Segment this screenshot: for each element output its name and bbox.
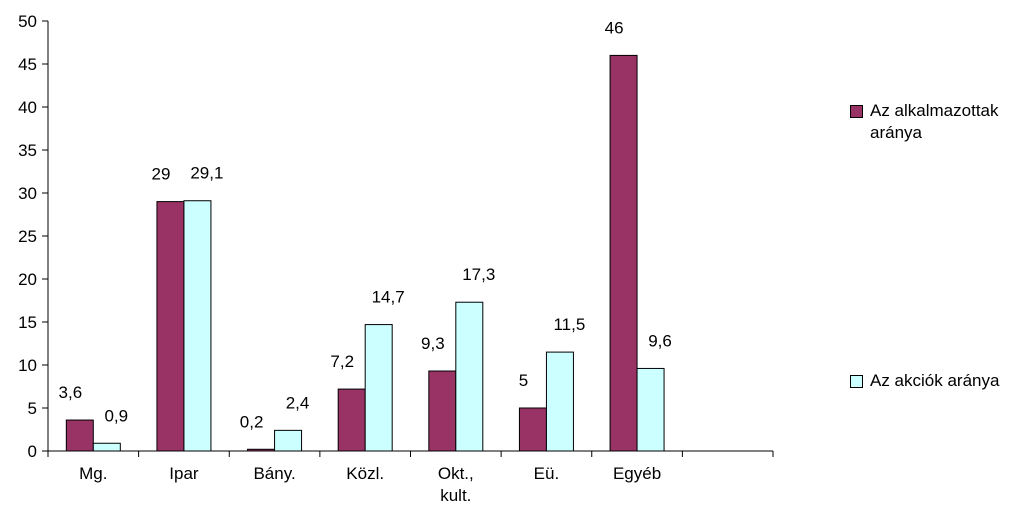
bar-employees <box>156 201 185 452</box>
bar-employees <box>337 388 366 452</box>
x-category-label: Okt., kult. <box>438 464 474 505</box>
x-category-label: Ipar <box>169 464 199 483</box>
x-category-label-line: Okt., <box>438 464 474 483</box>
legend-label-actions: Az akciók aránya <box>870 371 1000 390</box>
x-category-label: Mg. <box>79 464 107 483</box>
y-tick-label: 40 <box>18 98 37 117</box>
x-category-label: Közl. <box>346 464 384 483</box>
data-label: 46 <box>605 18 624 37</box>
data-label: 7,2 <box>330 352 354 371</box>
y-tick-label: 0 <box>28 442 37 461</box>
bar-actions <box>545 351 574 452</box>
bar-actions <box>274 429 303 452</box>
bar-employees <box>65 419 94 452</box>
x-category-label-line: Egyéb <box>613 464 661 483</box>
x-category-label-line: Bány. <box>253 464 295 483</box>
y-tick-label: 30 <box>18 184 37 203</box>
x-category-label: Bány. <box>253 464 295 483</box>
data-label: 29 <box>152 165 171 184</box>
legend-swatch-employees <box>850 105 863 118</box>
legend-label-employees: Az alkalmazottak aránya <box>870 101 999 142</box>
x-category-label-line: Mg. <box>79 464 107 483</box>
x-category-label-line: Eü. <box>534 464 560 483</box>
x-category-label-line: Közl. <box>346 464 384 483</box>
y-tick-label: 45 <box>18 55 37 74</box>
data-label: 0,2 <box>240 412 264 431</box>
bar-employees <box>428 370 457 452</box>
data-label: 0,9 <box>104 406 128 425</box>
data-label: 5 <box>519 371 528 390</box>
x-category-label-line: Ipar <box>169 464 199 483</box>
y-tick-label: 5 <box>28 399 37 418</box>
data-label: 14,7 <box>372 288 405 307</box>
bar-actions <box>455 301 484 452</box>
bar-actions <box>92 442 121 452</box>
y-tick-label: 15 <box>18 313 37 332</box>
y-tick-label: 20 <box>18 270 37 289</box>
bar-employees <box>609 54 638 452</box>
x-category-label: Egyéb <box>613 464 661 483</box>
x-category-label: Eü. <box>534 464 560 483</box>
x-category-label-line: kult. <box>440 486 471 505</box>
data-label: 11,5 <box>553 315 585 334</box>
data-label: 9,3 <box>421 334 445 353</box>
data-label: 17,3 <box>462 265 495 284</box>
legend-swatch-actions <box>850 375 863 388</box>
data-label: 29,1 <box>190 164 223 183</box>
y-tick-label: 50 <box>18 12 37 31</box>
bar-actions <box>636 367 665 452</box>
y-tick-label: 35 <box>18 141 37 160</box>
bar-actions <box>183 200 212 452</box>
data-label: 9,6 <box>648 331 672 350</box>
bar-employees <box>518 407 547 452</box>
data-label: 3,6 <box>59 383 83 402</box>
y-tick-label: 25 <box>18 227 37 246</box>
y-tick-label: 10 <box>18 356 37 375</box>
data-label: 2,4 <box>286 393 310 412</box>
bar-actions <box>364 324 393 452</box>
